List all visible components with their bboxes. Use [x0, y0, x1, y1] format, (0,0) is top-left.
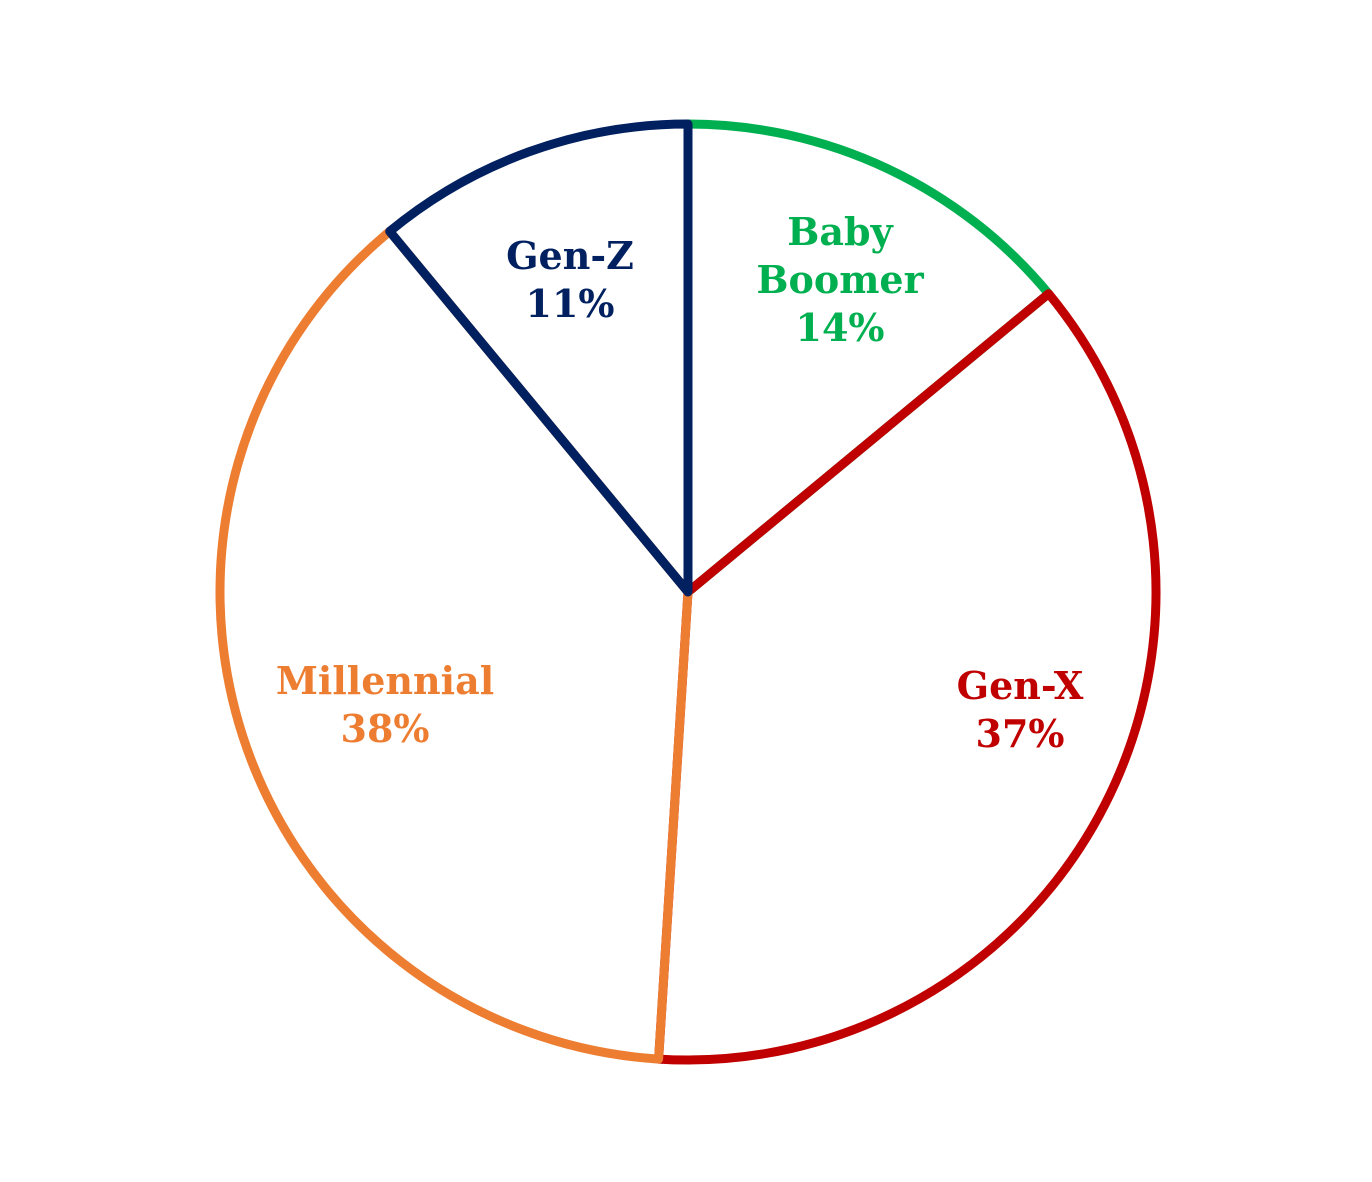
slice-label: Baby Boomer 14% — [740, 208, 940, 352]
value-label: 38% — [340, 706, 430, 751]
category-label: Gen-Z — [506, 233, 634, 278]
category-label: Baby Boomer — [756, 209, 924, 302]
value-label: 14% — [795, 305, 885, 350]
category-label: Millennial — [275, 658, 495, 703]
slice-label: Millennial 38% — [255, 657, 515, 753]
slice-label: Gen-Z 11% — [440, 232, 700, 328]
slice-label: Gen-X 37% — [890, 662, 1150, 758]
value-label: 37% — [975, 711, 1065, 756]
pie-slice — [215, 226, 693, 1064]
pie-slice — [385, 119, 693, 597]
value-label: 11% — [525, 281, 615, 326]
category-label: Gen-X — [956, 663, 1084, 708]
pie-slice — [683, 119, 1054, 597]
pie-slice — [654, 289, 1161, 1065]
